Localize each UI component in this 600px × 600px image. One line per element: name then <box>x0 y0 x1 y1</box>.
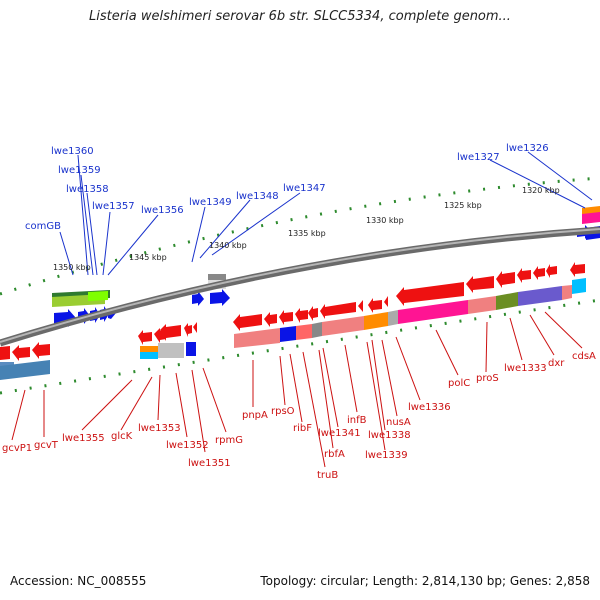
gene-label-comGB[interactable]: comGB <box>25 221 61 232</box>
map-title: Listeria welshimeri serovar 6b str. SLCC… <box>89 9 511 24</box>
gene-label-ribF[interactable]: ribF <box>293 423 312 434</box>
scale-label-1325: 1325 kbp <box>444 201 482 210</box>
gene-label-lwe1327[interactable]: lwe1327 <box>457 152 500 163</box>
scale-label-1335: 1335 kbp <box>288 229 326 238</box>
gene-label-nusA[interactable]: nusA <box>386 417 411 428</box>
gene-label-proS[interactable]: proS <box>476 373 499 384</box>
reverse-gene-blocks <box>0 278 586 380</box>
gene-label-pnpA[interactable]: pnpA <box>242 410 268 421</box>
gene-label-lwe1356[interactable]: lwe1356 <box>141 205 184 216</box>
gene-label-lwe1339[interactable]: lwe1339 <box>365 450 408 461</box>
gene-label-lwe1348[interactable]: lwe1348 <box>236 191 279 202</box>
gene-label-lwe1326[interactable]: lwe1326 <box>506 143 549 154</box>
gene-label-lwe1349[interactable]: lwe1349 <box>189 197 232 208</box>
gene-label-lwe1352[interactable]: lwe1352 <box>166 440 209 451</box>
gene-label-lwe1336[interactable]: lwe1336 <box>408 402 451 413</box>
callout-lines <box>11 151 593 468</box>
gene-label-lwe1357[interactable]: lwe1357 <box>92 201 135 212</box>
gene-label-lwe1338[interactable]: lwe1338 <box>368 430 411 441</box>
gene-label-glcK[interactable]: glcK <box>111 431 133 442</box>
gene-label-gcvT[interactable]: gcvT <box>34 440 59 451</box>
gene-label-lwe1351[interactable]: lwe1351 <box>188 458 231 469</box>
gene-label-lwe1347[interactable]: lwe1347 <box>283 183 326 194</box>
gene-label-lwe1341[interactable]: lwe1341 <box>318 428 361 439</box>
gene-label-truB[interactable]: truB <box>317 470 338 481</box>
gene-label-lwe1353[interactable]: lwe1353 <box>138 423 181 434</box>
gene-label-infB[interactable]: infB <box>347 415 367 426</box>
reverse-gene-arrows <box>0 262 585 361</box>
scale-label-1350: 1350 kbp <box>53 263 91 272</box>
gene-label-rpsO[interactable]: rpsO <box>271 406 295 417</box>
scale-labels: 1350 kbp 1345 kbp 1340 kbp 1335 kbp 1330… <box>53 186 560 272</box>
scale-label-1320: 1320 kbp <box>522 186 560 195</box>
gene-label-gcvP1[interactable]: gcvP1 <box>2 443 32 454</box>
gene-label-lwe1359[interactable]: lwe1359 <box>58 165 101 176</box>
scale-label-1340: 1340 kbp <box>209 241 247 250</box>
gene-label-lwe1333[interactable]: lwe1333 <box>504 363 547 374</box>
forward-gene-blocks <box>52 206 600 307</box>
scale-label-1330: 1330 kbp <box>366 216 404 225</box>
gene-label-cdsA[interactable]: cdsA <box>572 351 596 362</box>
accession-text: Accession: NC_008555 <box>10 574 147 588</box>
gene-label-lwe1358[interactable]: lwe1358 <box>66 184 109 195</box>
scale-label-1345: 1345 kbp <box>129 253 167 262</box>
gene-label-rbfA[interactable]: rbfA <box>324 449 345 460</box>
genome-summary-text: Topology: circular; Length: 2,814,130 bp… <box>260 574 590 588</box>
gene-label-polC[interactable]: polC <box>448 378 470 389</box>
forward-gene-labels: lwe1360 lwe1359 lwe1358 lwe1357 lwe1356 … <box>25 143 549 232</box>
gene-label-rpmG[interactable]: rpmG <box>215 435 243 446</box>
gene-label-lwe1360[interactable]: lwe1360 <box>51 146 94 157</box>
gene-label-dxr[interactable]: dxr <box>548 358 565 369</box>
genome-backbone <box>0 226 600 347</box>
reverse-gene-labels: gcvP1 gcvT lwe1355 glcK lwe1353 lwe1352 … <box>2 351 596 481</box>
gene-label-lwe1355[interactable]: lwe1355 <box>62 433 105 444</box>
